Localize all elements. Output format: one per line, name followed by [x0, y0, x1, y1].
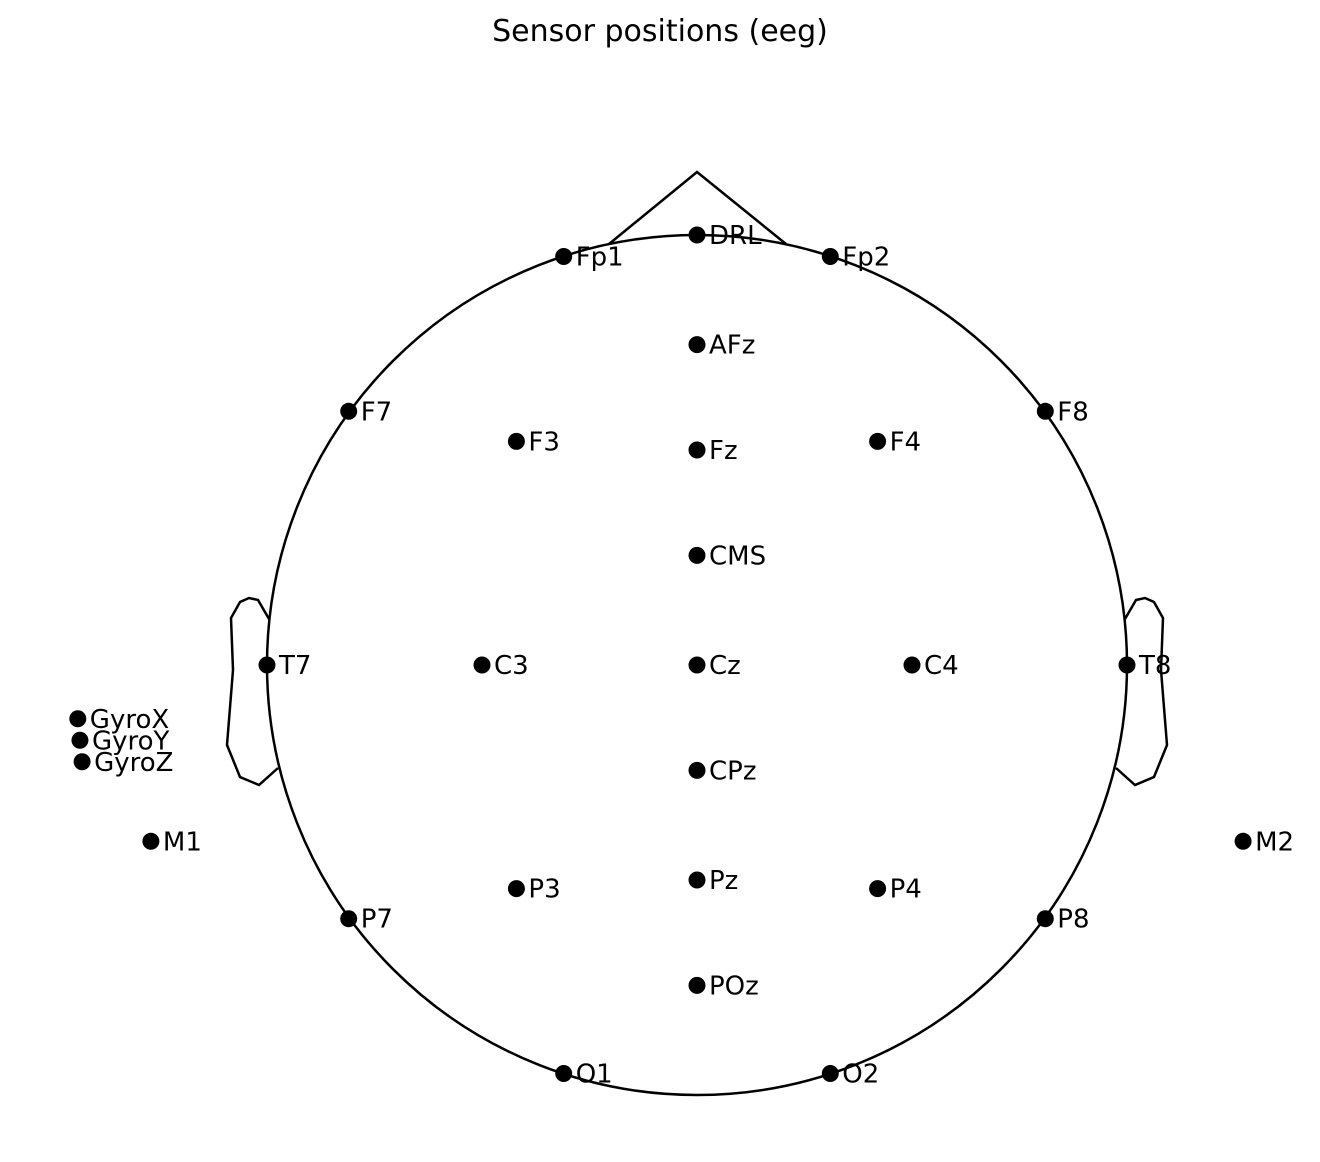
sensor-label: Fp2 [842, 243, 890, 273]
sensor-marker [340, 402, 358, 420]
sensor-label: P3 [528, 875, 560, 905]
sensor-marker [869, 432, 887, 450]
sensor-label: C3 [494, 651, 529, 681]
sensor-marker [688, 336, 706, 354]
sensor-label: GyroX [90, 705, 169, 735]
chart-title: Sensor positions (eeg) [492, 14, 828, 49]
sensor-marker [903, 656, 921, 674]
sensor-marker [821, 248, 839, 265]
sensor-marker [507, 880, 525, 898]
sensor-label: GyroY [92, 726, 170, 756]
sensor-marker [1234, 832, 1252, 850]
sensor-marker [688, 761, 706, 779]
sensor-label: P8 [1057, 905, 1089, 935]
sensor-drl: DRL [688, 221, 762, 251]
sensor-cpz: CPz [688, 756, 756, 786]
sensor-label: F7 [361, 397, 393, 427]
sensor-t8: T8 [1118, 651, 1171, 681]
sensor-cz: Cz [688, 651, 741, 681]
head-outline [225, 170, 1169, 1097]
sensor-marker [688, 226, 706, 244]
sensor-marker [340, 910, 358, 928]
sensor-label: GyroZ [94, 748, 173, 778]
sensor-label: O2 [842, 1060, 879, 1090]
sensor-p3: P3 [507, 875, 561, 905]
sensor-m1: M1 [142, 827, 202, 857]
sensor-o2: O2 [821, 1060, 879, 1090]
sensor-t7: T7 [258, 651, 311, 681]
sensor-marker [821, 1065, 839, 1082]
sensor-marker [555, 248, 573, 265]
sensor-label: M2 [1255, 827, 1294, 857]
sensor-c3: C3 [473, 651, 529, 681]
nose-outline [608, 170, 787, 245]
sensor-marker [688, 976, 706, 994]
sensor-label: CPz [709, 756, 756, 786]
sensor-label: O1 [576, 1060, 613, 1090]
sensor-marker [1036, 910, 1054, 928]
sensor-marker [473, 656, 491, 674]
sensor-label: DRL [709, 221, 762, 251]
sensor-label: POz [709, 971, 759, 1001]
sensor-marker [688, 441, 706, 459]
sensor-p4: P4 [869, 875, 922, 905]
sensor-gyroz: GyroZ [73, 748, 173, 778]
sensor-label: F8 [1057, 397, 1089, 427]
sensor-label: C4 [924, 651, 959, 681]
sensor-o1: O1 [555, 1060, 613, 1090]
sensor-label: Fz [709, 436, 738, 466]
sensor-m2: M2 [1234, 827, 1294, 857]
sensor-c4: C4 [903, 651, 959, 681]
sensor-marker [688, 546, 706, 564]
sensor-f8: F8 [1036, 397, 1089, 427]
sensor-label: P4 [890, 875, 922, 905]
sensor-fp2: Fp2 [821, 243, 890, 273]
sensor-marker [555, 1065, 573, 1082]
sensor-gyrox: GyroX [69, 705, 169, 735]
right-ear-outline [1115, 596, 1169, 787]
sensor-marker [1036, 402, 1054, 420]
sensor-label: CMS [709, 541, 766, 571]
sensor-label: Cz [709, 651, 741, 681]
sensor-label: M1 [163, 827, 202, 857]
sensor-marker [869, 880, 887, 898]
sensor-label: AFz [709, 331, 755, 361]
sensor-label: P7 [361, 905, 393, 935]
sensor-f7: F7 [340, 397, 392, 427]
sensor-marker [688, 871, 706, 889]
sensor-afz: AFz [688, 331, 755, 361]
sensor-f4: F4 [869, 427, 921, 457]
sensor-p8: P8 [1036, 905, 1090, 935]
sensor-label: Fp1 [576, 243, 624, 273]
sensor-label: Pz [709, 866, 738, 896]
sensor-pz: Pz [688, 866, 738, 896]
sensor-fp1: Fp1 [555, 243, 624, 273]
sensor-marker [688, 656, 706, 674]
sensor-label: F4 [890, 427, 922, 457]
sensor-marker [73, 753, 91, 771]
sensor-marker [142, 832, 160, 850]
sensor-gyroy: GyroY [71, 726, 170, 756]
sensor-marker [69, 710, 87, 728]
sensor-p7: P7 [340, 905, 393, 935]
sensor-marker [507, 432, 525, 450]
sensor-marker [258, 656, 276, 674]
sensor-marker [71, 731, 89, 749]
sensor-f3: F3 [507, 427, 560, 457]
left-ear-outline [225, 596, 279, 787]
sensor-cms: CMS [688, 541, 766, 571]
sensor-poz: POz [688, 971, 759, 1001]
sensor-label: F3 [528, 427, 560, 457]
sensor-fz: Fz [688, 436, 738, 466]
sensor-marker [1118, 656, 1136, 674]
sensor-label: T7 [278, 651, 311, 681]
sensor-label: T8 [1138, 651, 1171, 681]
sensor-points: DRL Fp1 Fp2 AFz F7 F3 Fz F4 F8 CMS T7 C3 Cz C4 T8 GyroX… [69, 221, 1294, 1090]
